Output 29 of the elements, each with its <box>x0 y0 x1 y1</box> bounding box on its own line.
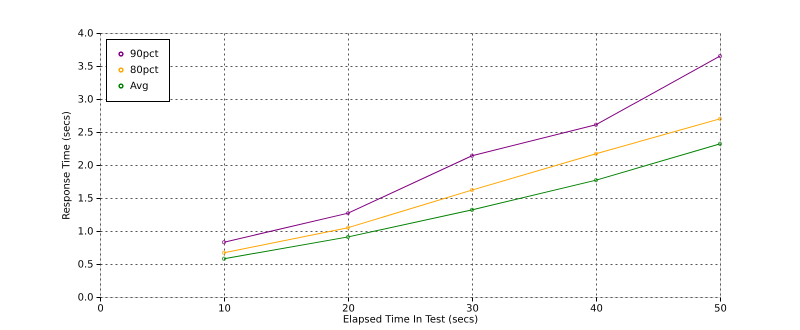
point <box>346 226 350 230</box>
x-tick-label: 10 <box>218 304 231 314</box>
legend-label: 80pct <box>130 65 159 76</box>
point <box>346 234 350 240</box>
y-tick-label: 1.0 <box>78 226 94 238</box>
x-tick-label: 30 <box>466 304 479 314</box>
legend-label: 90pct <box>130 49 159 60</box>
point <box>470 188 474 192</box>
y-tick-label: 0.5 <box>78 260 94 270</box>
y-axis-title: Response Time (secs) <box>62 111 73 220</box>
legend-label: Avg <box>130 81 149 92</box>
y-tick-label: 3.5 <box>78 62 94 72</box>
y-tick-label: 0.0 <box>78 292 94 304</box>
point <box>470 154 474 158</box>
x-tick-label: 0 <box>97 304 104 314</box>
x-tick-label: 40 <box>590 304 603 314</box>
y-tick-label: 2.0 <box>78 160 94 172</box>
y-tick-label: 2.5 <box>78 128 94 138</box>
point <box>594 152 598 156</box>
point <box>346 211 350 216</box>
y-tick-label: 1.5 <box>78 194 94 204</box>
point <box>594 122 598 127</box>
point <box>594 178 598 182</box>
point <box>470 208 474 212</box>
y-tick-label: 3.0 <box>78 94 94 106</box>
x-tick-label: 20 <box>342 304 355 314</box>
y-tick-label: 4.0 <box>78 28 94 40</box>
x-tick-label: 50 <box>714 304 727 314</box>
x-axis-title: Elapsed Time In Test (secs) <box>342 314 478 326</box>
